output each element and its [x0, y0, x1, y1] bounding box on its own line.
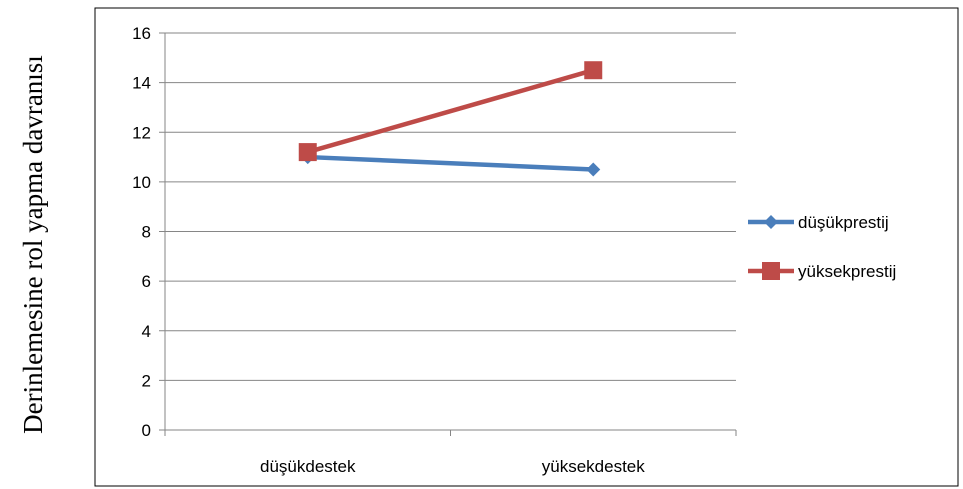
- series-line: [307, 154, 594, 172]
- legend-marker: [764, 215, 778, 229]
- gridlines: [165, 32, 736, 381]
- y-tick-label: 0: [142, 421, 151, 440]
- x-tick-label: düşükdestek: [260, 457, 356, 476]
- data-point: [584, 61, 603, 80]
- y-tick-label: 2: [142, 371, 151, 390]
- legend-label: yüksekprestij: [798, 262, 896, 281]
- y-tick-label: 14: [132, 74, 151, 93]
- legend-label: düşükprestij: [798, 213, 889, 232]
- series-line: [307, 68, 594, 155]
- x-tick-label: yüksekdestek: [542, 457, 645, 476]
- y-tick-label: 12: [132, 123, 151, 142]
- y-tick-labels: 0 2 4 6 8 10 12 14 16: [132, 24, 151, 440]
- data-point: [298, 143, 317, 162]
- legend: düşükprestij yüksekprestij: [748, 213, 896, 281]
- data-point: [586, 162, 601, 177]
- series-layer: [298, 61, 603, 177]
- x-tick-labels: düşükdestek yüksekdestek: [260, 457, 645, 476]
- chart-frame: [94, 7, 959, 487]
- legend-marker: [762, 262, 780, 280]
- y-tick-label: 16: [132, 24, 151, 43]
- y-tick-label: 10: [132, 173, 151, 192]
- y-tick-label: 4: [142, 322, 151, 341]
- axes: [159, 32, 737, 436]
- y-tick-label: 6: [142, 272, 151, 291]
- y-tick-label: 8: [142, 223, 151, 242]
